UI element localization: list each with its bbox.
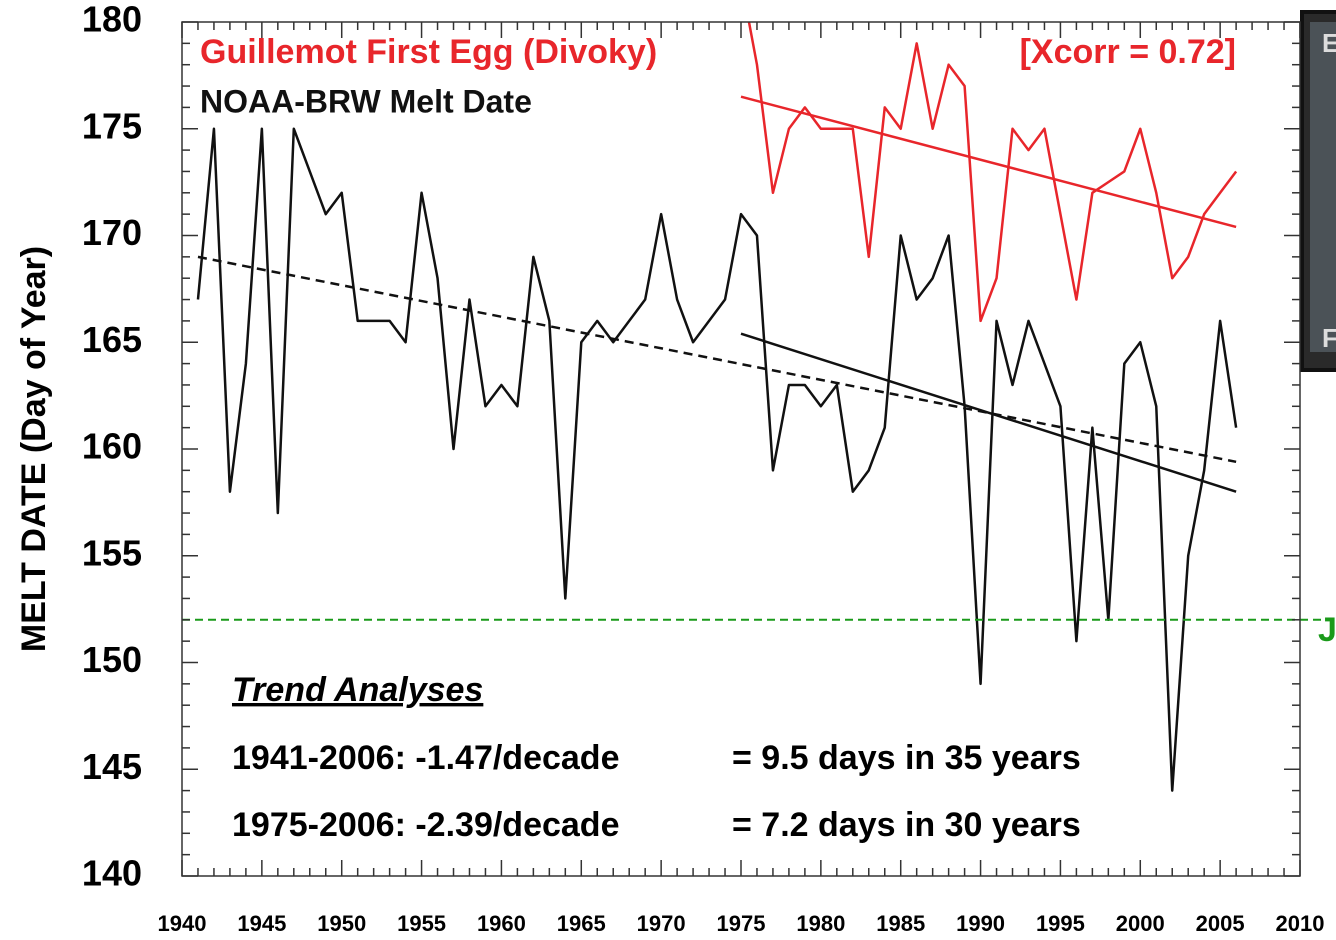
- correlation-label: [Xcorr = 0.72]: [1020, 33, 1236, 71]
- x-tick-label: 1980: [796, 911, 845, 936]
- plot-frame: [181, 21, 1301, 877]
- trend-line: [197, 255, 1237, 464]
- x-tick-label: 1965: [557, 911, 606, 936]
- x-tick-label: 1975: [717, 911, 766, 936]
- trend-text: = 9.5 days in 35 years: [732, 739, 1081, 777]
- trend-text: 1975-2006: -2.39/decade: [232, 806, 619, 844]
- x-tick-label: 2010: [1276, 911, 1325, 936]
- y-tick-label: 150: [82, 639, 142, 680]
- x-tick-label: 1960: [477, 911, 526, 936]
- x-tick-label: 1940: [158, 911, 207, 936]
- series-line: [196, 127, 1238, 792]
- y-tick-label: 160: [82, 426, 142, 467]
- trend-title: Trend Analyses: [232, 671, 483, 709]
- inset-label: F: [1322, 323, 1336, 353]
- inset-label: E: [1322, 28, 1336, 58]
- y-tick-label: 175: [82, 105, 142, 146]
- x-tick-label: 1985: [876, 911, 925, 936]
- series-line: [747, 22, 1238, 323]
- inset-photo-area: [1310, 22, 1336, 352]
- reference-label: J: [1318, 611, 1336, 649]
- x-tick-label: 1950: [317, 911, 366, 936]
- x-tick-label: 1990: [956, 911, 1005, 936]
- x-tick-label: 2000: [1116, 911, 1165, 936]
- y-tick-label: 180: [82, 0, 142, 40]
- y-tick-label: 155: [82, 532, 142, 573]
- y-tick-label: 170: [82, 212, 142, 253]
- y-tick-label: 145: [82, 746, 142, 787]
- plot: [196, 22, 1238, 792]
- x-tick-label: 1970: [637, 911, 686, 936]
- y-tick-label: 140: [82, 853, 142, 894]
- trend-line: [740, 332, 1237, 493]
- x-tick-label: 1945: [237, 911, 286, 936]
- x-tick-label: 1995: [1036, 911, 1085, 936]
- legend-entry: Guillemot First Egg (Divoky): [200, 33, 657, 71]
- legend-entry: NOAA-BRW Melt Date: [200, 83, 532, 119]
- trend-text: = 7.2 days in 30 years: [732, 806, 1081, 844]
- y-tick-label: 165: [82, 319, 142, 360]
- trend-line: [740, 95, 1237, 229]
- trend-text: 1941-2006: -1.47/decade: [232, 739, 619, 777]
- x-tick-label: 1955: [397, 911, 446, 936]
- x-tick-label: 2005: [1196, 911, 1245, 936]
- y-axis-label: MELT DATE (Day of Year): [15, 246, 53, 652]
